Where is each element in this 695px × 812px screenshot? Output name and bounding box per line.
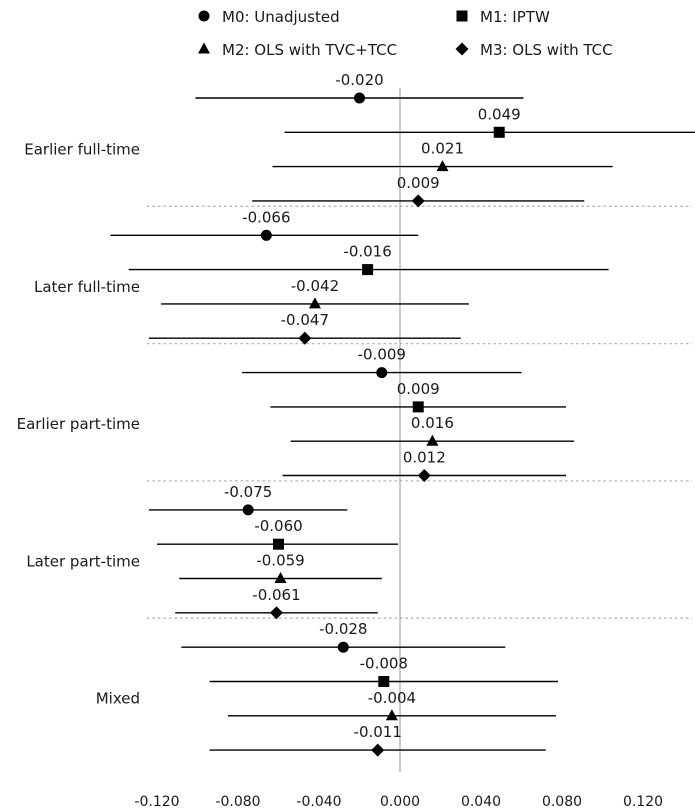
data-label: -0.060	[254, 517, 302, 535]
data-label: -0.016	[343, 243, 391, 261]
category-label: Earlier full-time	[24, 140, 140, 158]
legend-label: M3: OLS with TCC	[480, 41, 613, 59]
estimate-marker-diamond	[371, 743, 385, 757]
data-label: 0.049	[478, 105, 521, 123]
x-tick-label: 0.040	[461, 794, 501, 810]
estimate-marker-square	[493, 126, 505, 138]
estimate-marker-triangle	[274, 572, 287, 583]
x-tick-label: -0.120	[134, 794, 179, 810]
data-label: 0.021	[421, 140, 464, 158]
data-labels: -0.020 0.049 0.021 0.009 -0.066 -0.016-0.042 -…	[224, 71, 521, 741]
legend-marker-triangle	[198, 42, 210, 54]
estimate-marker-square	[273, 538, 284, 550]
category-label: Later full-time	[34, 278, 140, 296]
legend-label: M1: IPTW	[480, 8, 550, 26]
data-label: -0.059	[256, 552, 304, 570]
confidence-intervals	[110, 97, 695, 751]
legend: M0: Unadjusted M1: IPTW M2: OLS with TVC+T…	[198, 8, 613, 59]
data-label: -0.066	[242, 208, 290, 226]
estimate-marker-triangle	[308, 297, 321, 309]
estimate-marker-circle	[260, 229, 272, 241]
legend-label: M0: Unadjusted	[222, 8, 340, 26]
x-tick-label: 0.080	[542, 794, 582, 810]
estimate-marker-triangle	[385, 709, 398, 721]
data-label: 0.009	[397, 380, 440, 398]
estimate-marker-triangle	[436, 160, 449, 172]
data-label: 0.012	[403, 449, 446, 467]
estimate-marker-square	[412, 401, 424, 413]
x-tick-label: -0.040	[296, 794, 341, 810]
legend-marker-square	[456, 10, 468, 22]
data-label: -0.075	[224, 483, 272, 501]
x-tick-label: 0.120	[623, 794, 663, 810]
data-label: -0.042	[291, 277, 339, 295]
estimate-marker-circle	[337, 641, 349, 653]
data-label: -0.004	[368, 689, 416, 707]
estimate-marker-circle	[354, 92, 365, 104]
category-label: Later part-time	[26, 552, 140, 570]
x-tick-label: -0.080	[215, 794, 260, 810]
data-label: -0.011	[354, 723, 402, 741]
data-label: -0.047	[281, 311, 329, 329]
estimate-marker-diamond	[298, 331, 312, 345]
category-label: Earlier part-time	[17, 415, 140, 433]
x-axis: -0.120-0.080-0.0400.0000.0400.0800.1200.…	[134, 794, 663, 810]
category-label: Mixed	[96, 690, 140, 708]
estimate-marker-circle	[242, 504, 254, 516]
estimate-marker-square	[362, 264, 374, 276]
category-labels: Earlier full-time Later full-time Earlier …	[17, 140, 140, 707]
data-label: -0.008	[360, 655, 408, 673]
estimate-marker-diamond	[417, 469, 431, 482]
legend-marker-diamond	[455, 42, 469, 56]
data-label: -0.020	[335, 71, 383, 89]
data-label: -0.028	[319, 620, 367, 638]
estimate-marker-diamond	[411, 194, 425, 208]
legend-marker-circle	[198, 10, 210, 22]
data-label: -0.009	[358, 346, 406, 364]
estimate-marker-circle	[376, 367, 388, 379]
x-tick-label: 0.000	[380, 794, 420, 810]
estimate-marker-square	[378, 676, 390, 687]
point-estimates	[242, 92, 505, 757]
data-label: -0.061	[252, 586, 300, 604]
estimate-marker-diamond	[269, 606, 283, 620]
legend-label: M2: OLS with TVC+TCC	[222, 41, 397, 59]
estimate-marker-triangle	[426, 434, 439, 446]
data-label: 0.009	[397, 174, 440, 192]
data-label: 0.016	[411, 414, 454, 432]
